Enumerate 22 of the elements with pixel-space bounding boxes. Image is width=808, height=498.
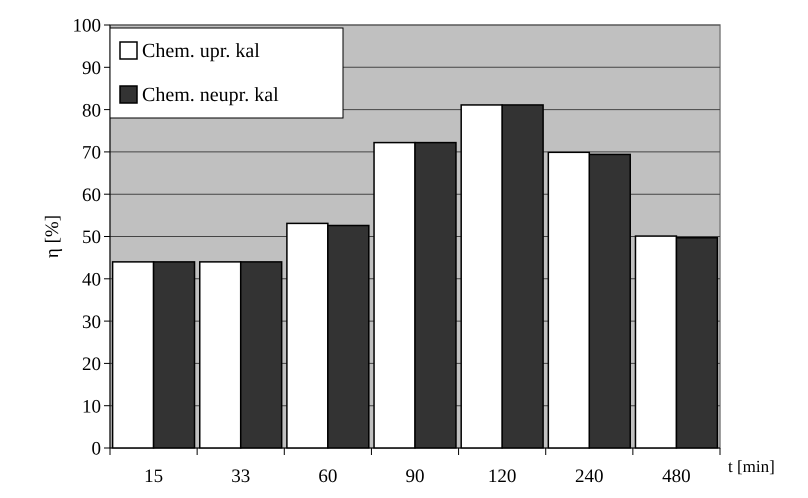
y-tick-label: 20 [82,354,101,376]
y-tick-label: 90 [82,58,101,79]
y-axis-title: η [%] [42,214,63,258]
x-tick-label: 33 [231,466,250,487]
x-tick-label: 120 [488,466,516,487]
x-tick-label: 60 [318,466,338,487]
y-tick-label: 10 [82,396,101,418]
legend-label: Chem. upr. kal [142,40,260,62]
y-tick-label: 30 [82,312,101,333]
y-tick-label: 80 [82,100,101,122]
y-tick-label: 70 [82,142,101,164]
y-tick-label: 40 [82,269,101,290]
y-tick-label: 60 [82,184,101,206]
x-tick-label: 240 [575,466,604,487]
x-tick-label: 90 [406,466,424,487]
x-tick-label: 15 [144,466,164,487]
y-tick-label: 0 [92,438,101,460]
legend-label: Chem. neupr. kal [142,84,280,106]
y-tick-label: 50 [82,227,101,248]
x-axis-title: t [min] [728,457,775,476]
y-tick-label: 100 [72,16,101,37]
x-tick-label: 480 [662,466,691,487]
